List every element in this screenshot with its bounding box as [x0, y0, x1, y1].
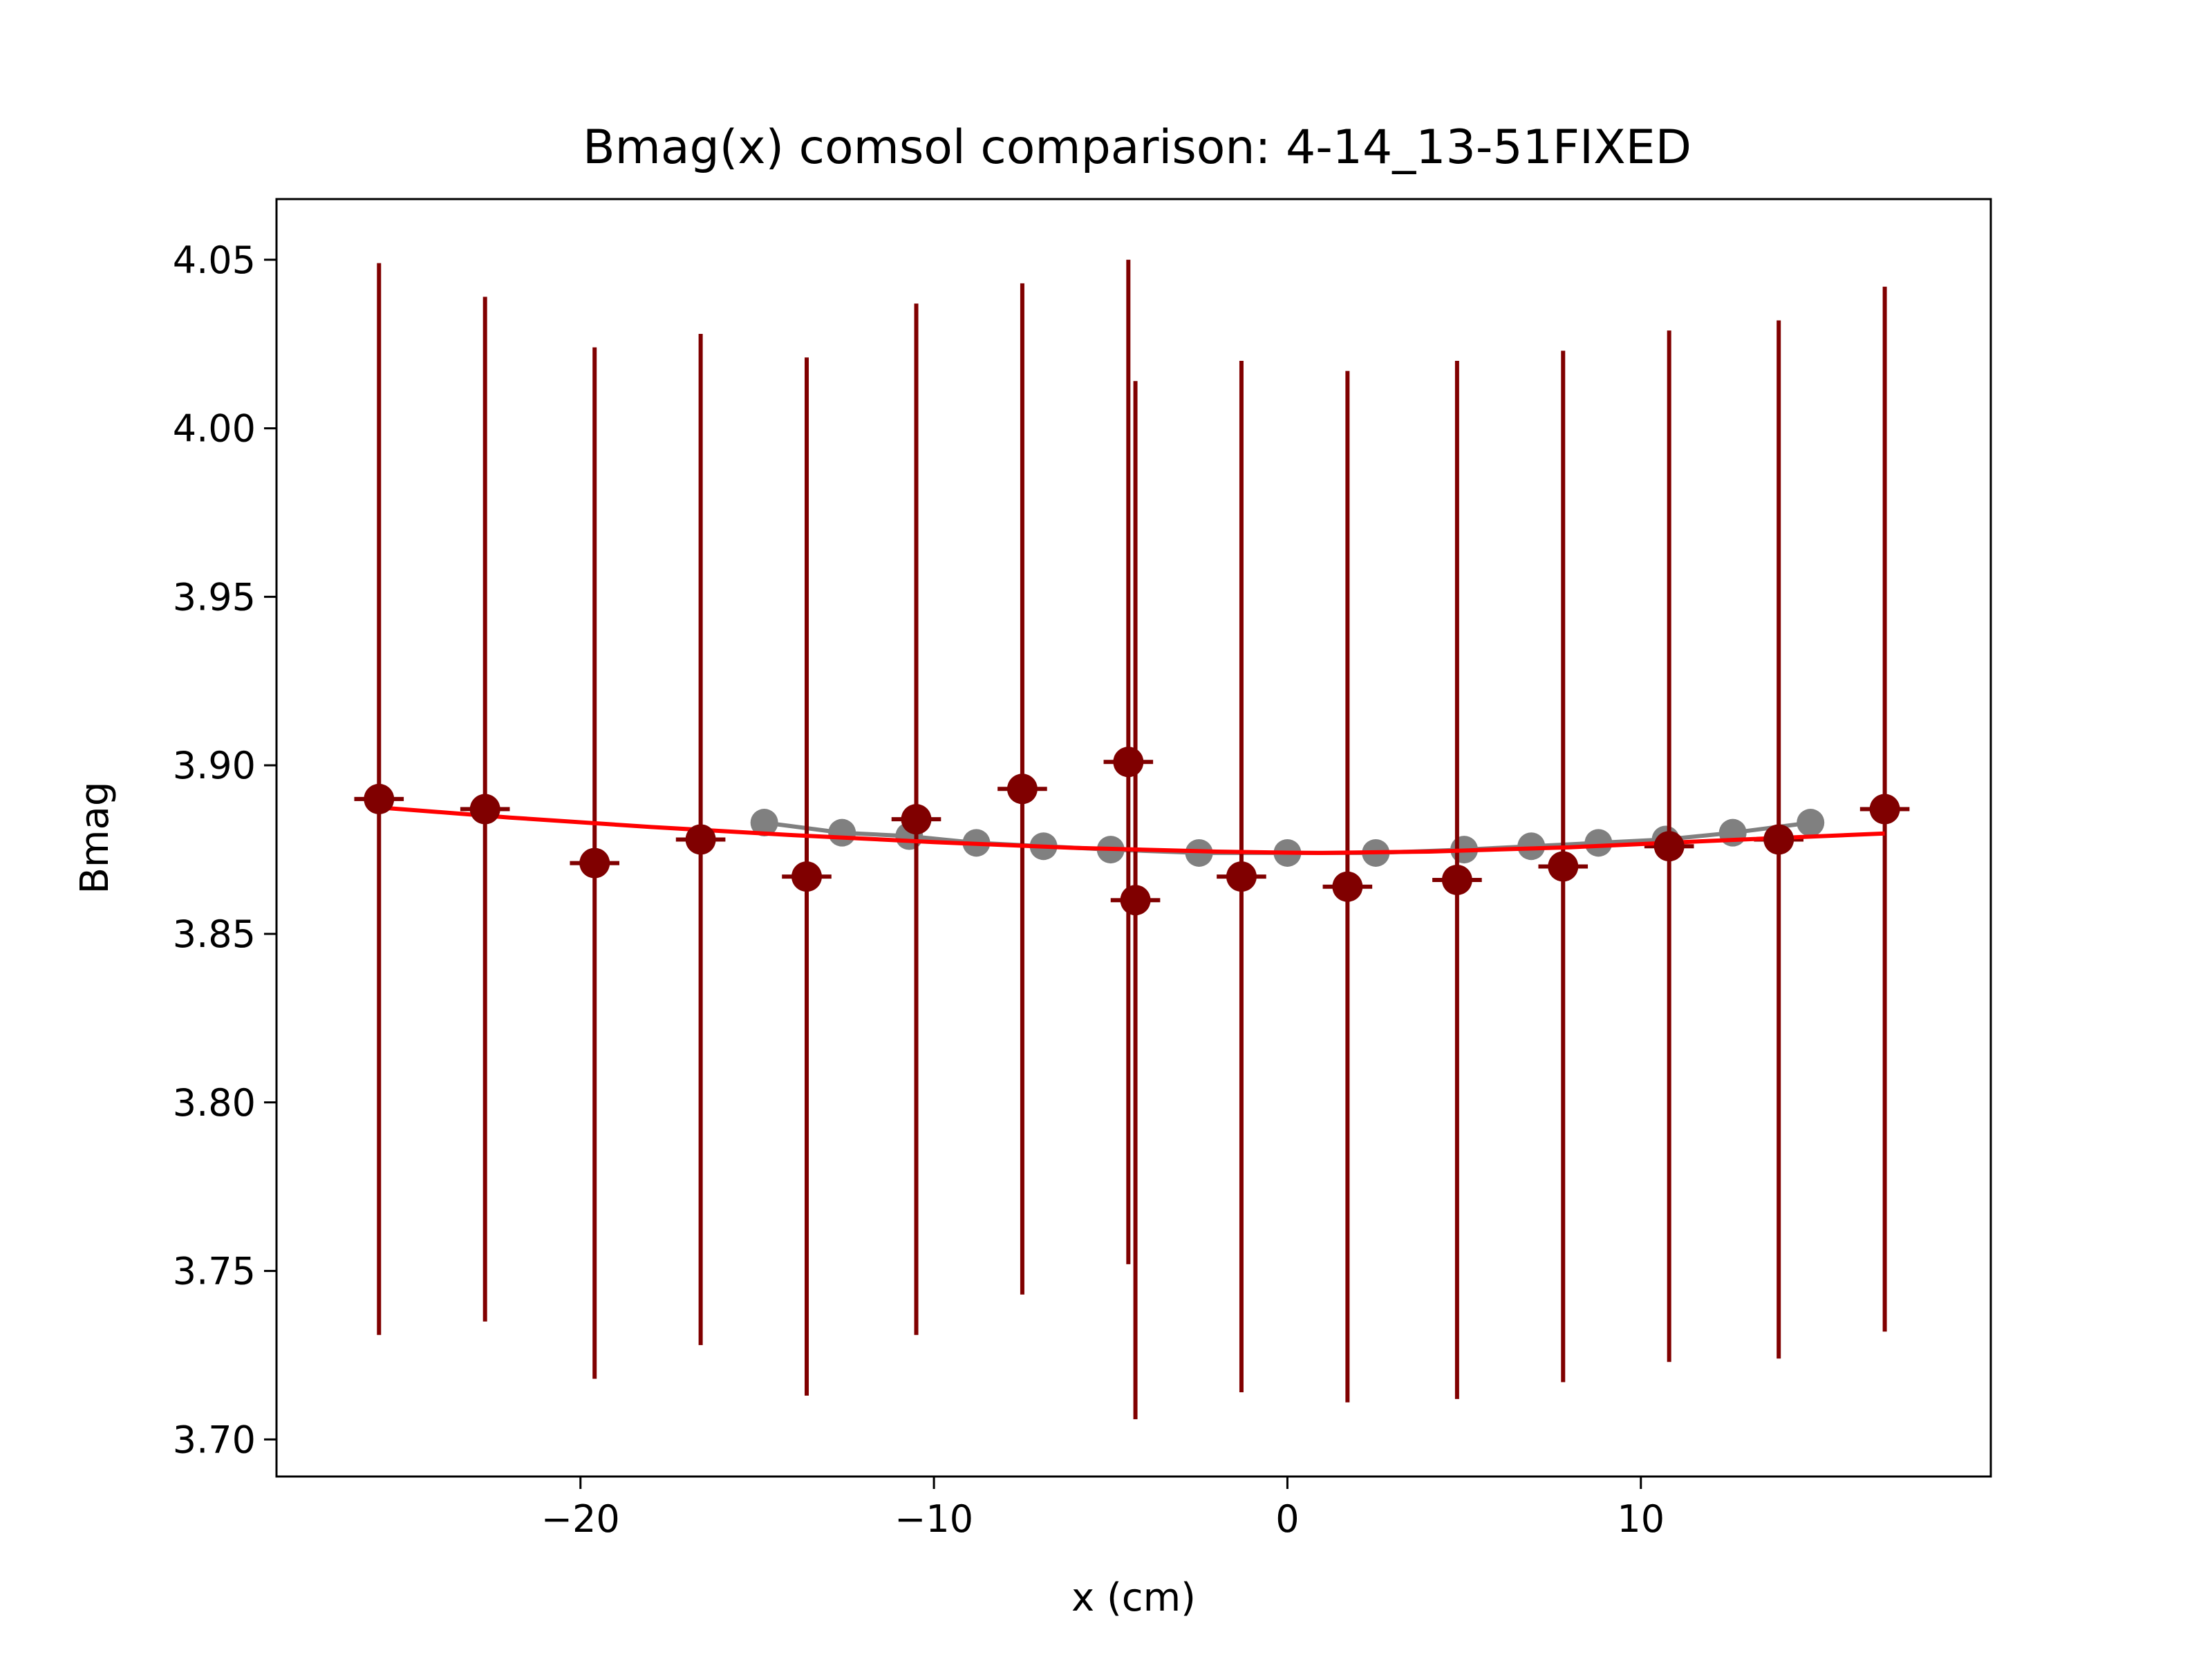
data-point — [1006, 774, 1038, 805]
y-tick-label: 3.80 — [173, 1081, 256, 1125]
y-tick-label: 3.90 — [173, 744, 256, 787]
data-point — [1113, 747, 1144, 778]
y-tick-label: 4.00 — [173, 407, 256, 451]
plot-area — [354, 259, 1910, 1420]
data-point — [1226, 861, 1257, 892]
y-tick-label: 3.95 — [173, 575, 256, 619]
x-tick-label: −20 — [541, 1497, 620, 1541]
data-point — [469, 794, 500, 825]
comsol-point — [750, 809, 778, 837]
axes-frame — [275, 198, 1992, 1478]
data-point — [685, 824, 716, 855]
data-point — [1869, 794, 1900, 825]
x-tick-label: −10 — [894, 1497, 973, 1541]
data-point — [901, 804, 932, 835]
comsol-point — [1584, 829, 1613, 857]
fit-line — [379, 805, 1885, 855]
y-tick-label: 3.70 — [173, 1418, 256, 1461]
data-point — [1763, 824, 1794, 855]
data-point — [791, 861, 823, 892]
data-point — [1332, 871, 1363, 902]
y-tick-label: 4.05 — [173, 238, 256, 282]
y-tick-label: 3.85 — [173, 912, 256, 956]
y-tick-label: 3.75 — [173, 1250, 256, 1293]
data-point — [1120, 885, 1151, 916]
data-point — [1653, 831, 1685, 862]
data-point — [1441, 864, 1472, 895]
comsol-point — [1797, 809, 1825, 837]
x-tick-label: 0 — [1275, 1497, 1299, 1541]
data-point — [579, 847, 610, 879]
x-axis-label: x (cm) — [1071, 1575, 1196, 1620]
x-axis: −20 −10 0 10 — [541, 1477, 1665, 1541]
comsol-point — [1517, 832, 1546, 861]
data-point — [364, 783, 395, 814]
y-axis-label: Bmag — [73, 782, 118, 894]
data-point — [1548, 851, 1579, 882]
chart-title: Bmag(x) comsol comparison: 4-14_13-51FIX… — [583, 120, 1691, 175]
y-axis: 3.70 3.75 3.80 3.85 3.90 3.95 4.00 4.05 — [173, 238, 276, 1461]
comsol-point — [828, 818, 856, 847]
x-tick-label: 10 — [1617, 1497, 1665, 1541]
